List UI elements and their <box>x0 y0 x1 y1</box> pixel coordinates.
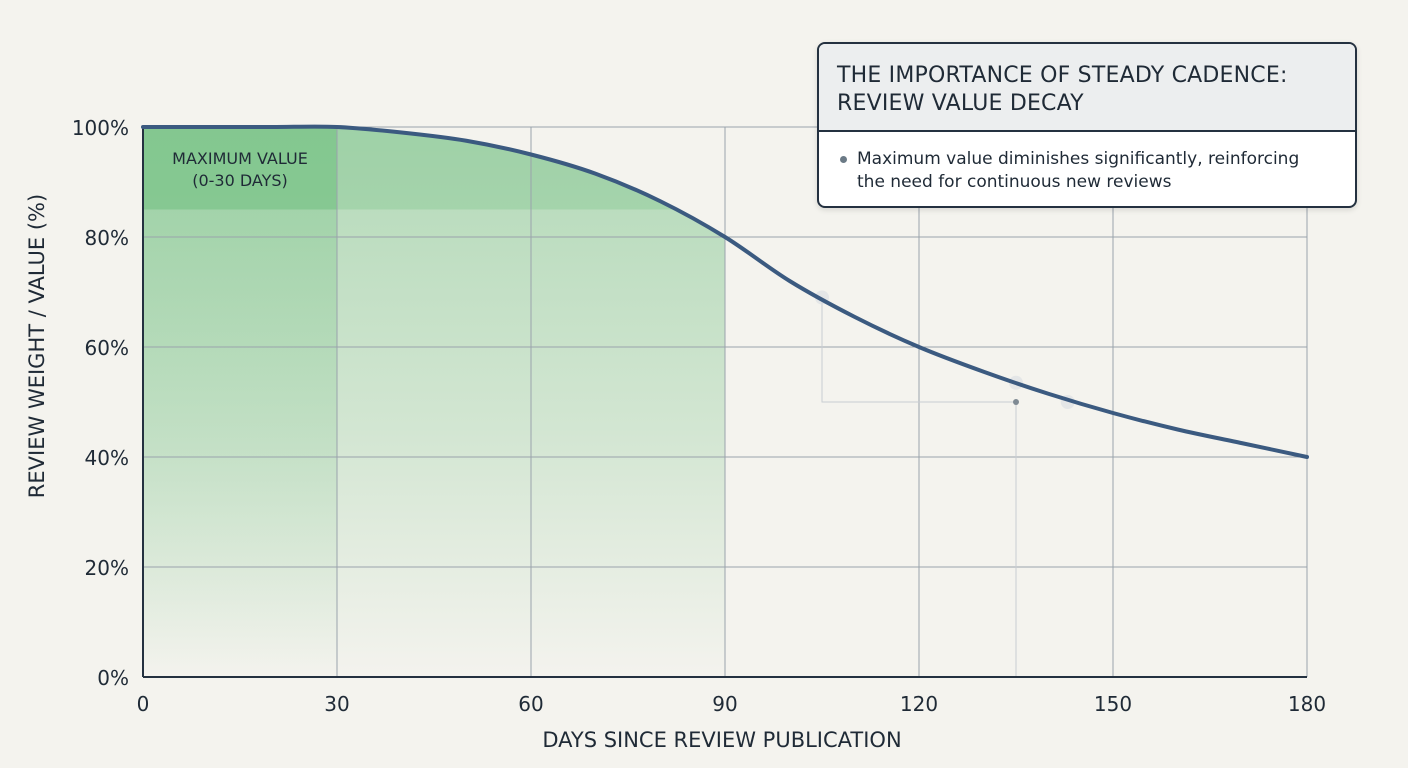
max-value-label-line1: MAXIMUM VALUE <box>172 149 308 168</box>
callout-title: THE IMPORTANCE OF STEADY CADENCE: REVIEW… <box>819 44 1355 132</box>
max-value-column <box>143 127 337 677</box>
annotation-connector <box>821 297 1017 677</box>
y-tick-label: 0% <box>97 666 129 690</box>
x-tick-label: 0 <box>137 692 150 716</box>
y-tick-label: 100% <box>72 116 129 140</box>
decay-curve-line <box>141 124 1309 459</box>
x-tick-label: 180 <box>1288 692 1326 716</box>
y-tick-label: 60% <box>85 336 129 360</box>
annotation-dot <box>1013 399 1019 405</box>
callout-title-line2: REVIEW VALUE DECAY <box>837 91 1084 116</box>
callout-box: THE IMPORTANCE OF STEADY CADENCE: REVIEW… <box>817 42 1357 208</box>
callout-title-line1: THE IMPORTANCE OF STEADY CADENCE: <box>837 63 1288 88</box>
y-tick-label: 20% <box>85 556 129 580</box>
max-value-label-line2: (0-30 DAYS) <box>192 171 288 190</box>
y-tick-label: 80% <box>85 226 129 250</box>
x-tick-label: 90 <box>712 692 737 716</box>
y-tick-label: 40% <box>85 446 129 470</box>
callout-bullet-line2: the need for continuous new reviews <box>857 172 1172 192</box>
bullet-dot-icon <box>840 156 847 163</box>
x-tick-label: 150 <box>1094 692 1132 716</box>
y-axis-title: REVIEW WEIGHT / VALUE (%) <box>25 194 49 498</box>
callout-bullet: Maximum value diminishes significantly, … <box>819 132 1355 194</box>
x-axis-title: DAYS SINCE REVIEW PUBLICATION <box>542 728 901 752</box>
callout-bullet-line1: Maximum value diminishes significantly, … <box>857 149 1300 169</box>
max-value-band <box>143 127 337 210</box>
callout-bullet-text: Maximum value diminishes significantly, … <box>857 148 1299 194</box>
x-tick-label: 60 <box>518 692 543 716</box>
x-tick-label: 120 <box>900 692 938 716</box>
x-tick-label: 30 <box>324 692 349 716</box>
